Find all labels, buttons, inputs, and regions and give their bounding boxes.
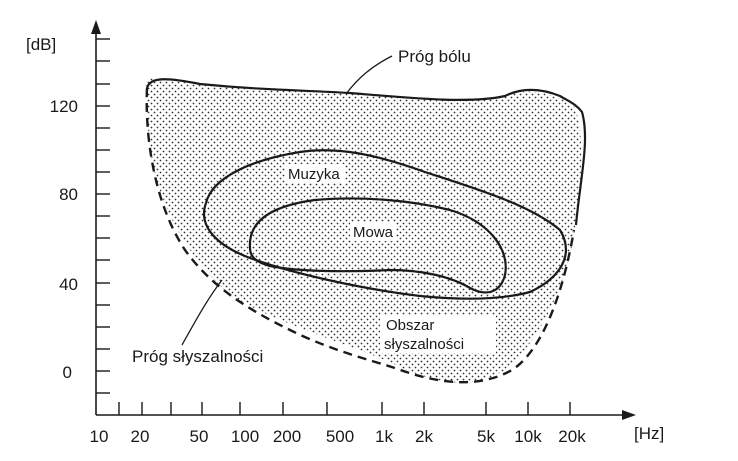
hearing-threshold-label: Próg słyszalności bbox=[132, 347, 263, 366]
x-tick-label: 10k bbox=[514, 427, 542, 446]
y-tick-label: 120 bbox=[50, 97, 78, 116]
audible-area-label-bg bbox=[380, 315, 496, 353]
x-axis-arrow bbox=[622, 410, 636, 420]
x-tick-label: 20k bbox=[558, 427, 586, 446]
pain-threshold-leader bbox=[345, 55, 393, 95]
y-axis-unit: [dB] bbox=[26, 35, 56, 54]
music-label: Muzyka bbox=[288, 166, 340, 183]
x-tick-label: 1k bbox=[375, 427, 393, 446]
speech-area bbox=[248, 197, 507, 294]
hearing-threshold-leader bbox=[181, 279, 223, 346]
x-tick-label: 200 bbox=[273, 427, 301, 446]
x-tick-label: 2k bbox=[415, 427, 433, 446]
y-axis-minor-ticks bbox=[96, 38, 110, 394]
audible-area-label-line1: Obszar bbox=[386, 317, 434, 334]
y-tick-label: 0 bbox=[63, 363, 72, 382]
y-axis-arrow bbox=[91, 20, 101, 34]
x-tick-label: 100 bbox=[231, 427, 259, 446]
y-tick-label: 80 bbox=[59, 185, 78, 204]
x-tick-label: 10 bbox=[90, 427, 109, 446]
music-label-bg bbox=[285, 164, 345, 183]
speech-label-bg bbox=[350, 222, 396, 241]
x-tick-label: 50 bbox=[190, 427, 209, 446]
x-tick-label: 500 bbox=[326, 427, 354, 446]
x-axis-unit: [Hz] bbox=[634, 424, 664, 443]
x-tick-label: 5k bbox=[477, 427, 495, 446]
x-axis-ticks bbox=[118, 402, 571, 415]
audible-area-label-line2: słyszalności bbox=[384, 336, 464, 353]
y-tick-label: 40 bbox=[59, 275, 78, 294]
x-tick-label: 20 bbox=[131, 427, 150, 446]
speech-label: Mowa bbox=[353, 224, 394, 241]
pain-threshold-label: Próg bólu bbox=[398, 47, 471, 66]
pain-threshold-curve bbox=[145, 78, 587, 226]
